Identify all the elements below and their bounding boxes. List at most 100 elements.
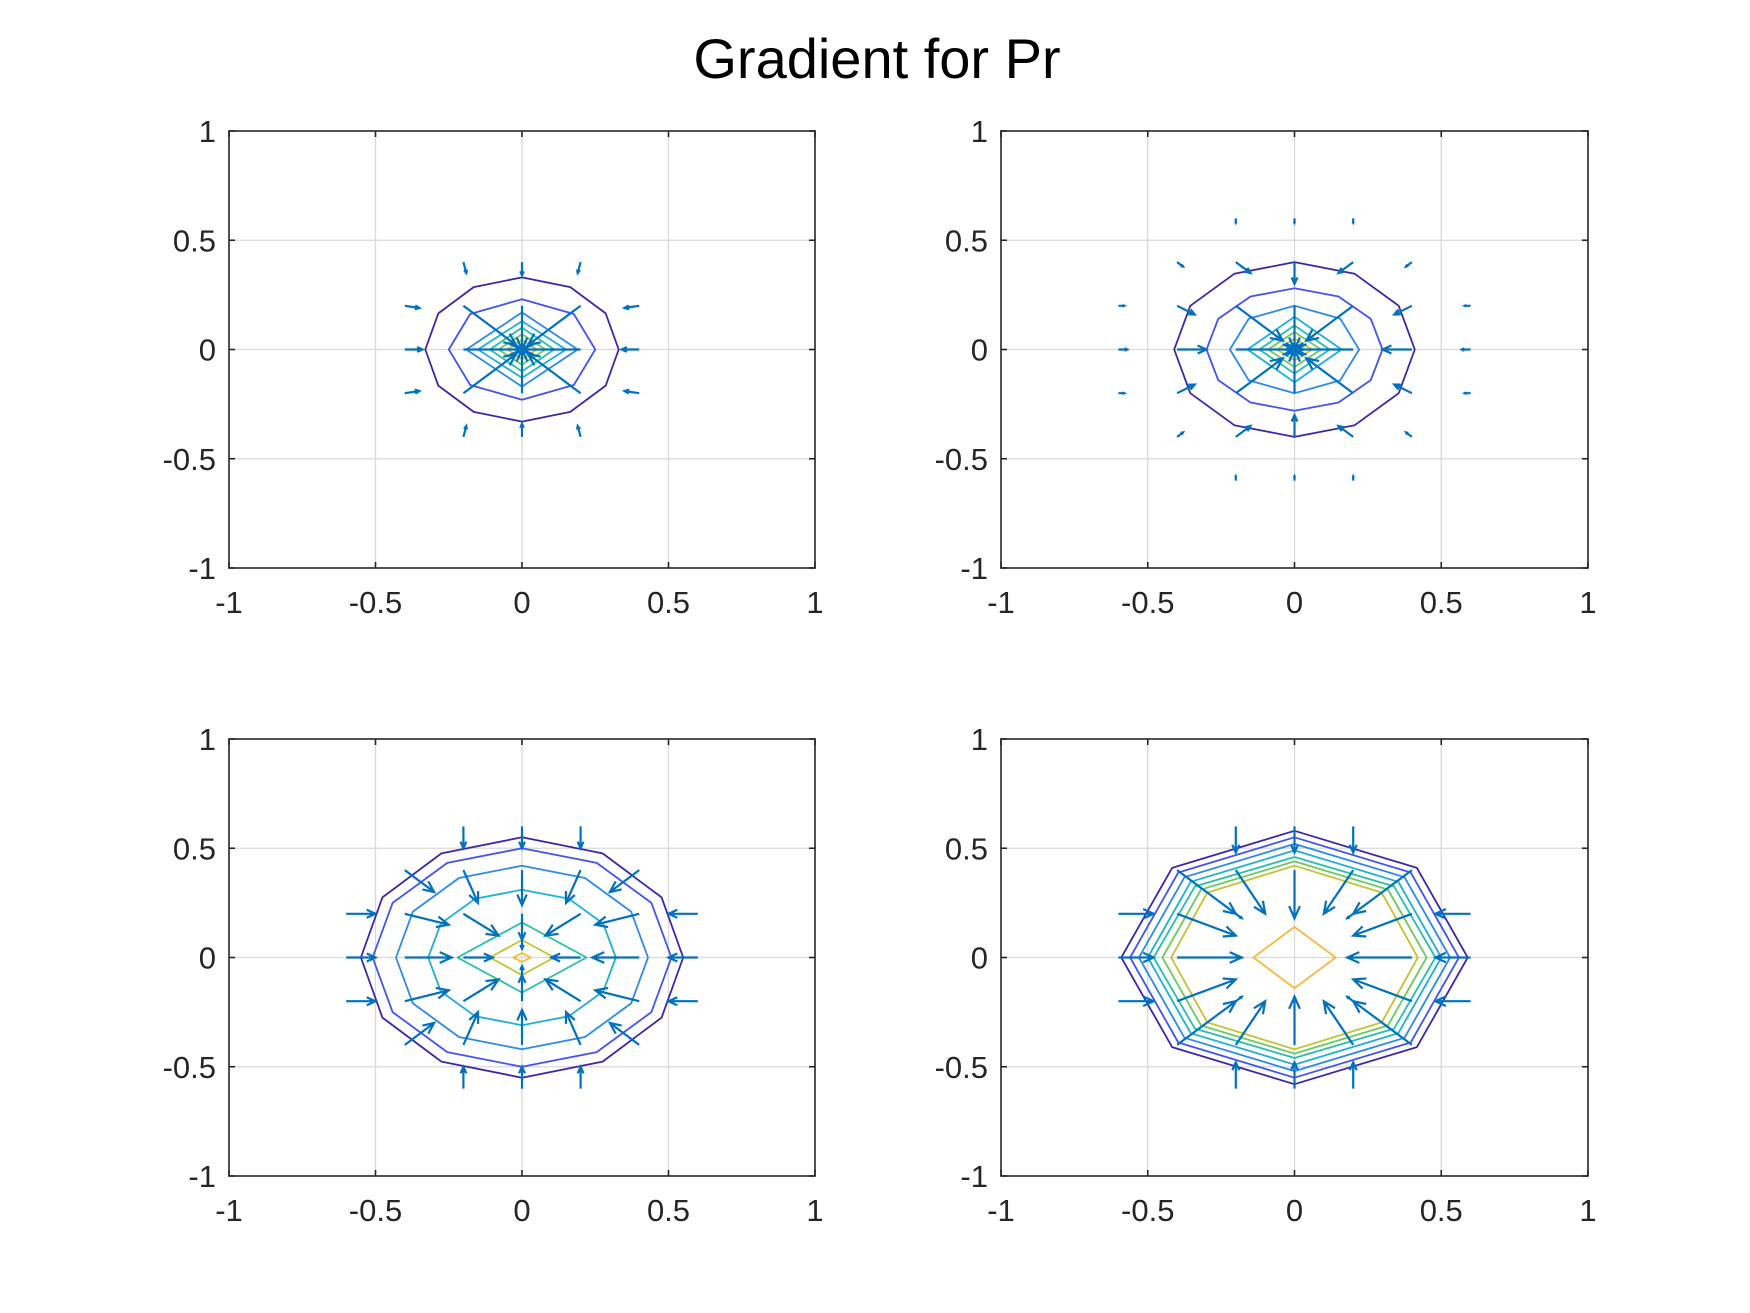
gradient-arrow (1459, 347, 1471, 352)
gradient-arrow (665, 952, 698, 963)
gradient-arrow (1176, 999, 1238, 1046)
gradient-arrow (516, 345, 529, 355)
x-tick-label: -1 (215, 585, 243, 620)
x-tick-label: -0.5 (349, 1193, 402, 1228)
x-tick-label: -0.5 (1121, 585, 1174, 620)
quiver-group (404, 261, 640, 438)
gradient-arrow (1391, 304, 1413, 316)
gradient-arrow (404, 388, 423, 395)
x-tick-label: -0.5 (1121, 1193, 1174, 1228)
gradient-arrow (1118, 303, 1128, 308)
contour-line (1161, 860, 1428, 1055)
gradient-arrow (1176, 304, 1198, 316)
gradient-arrow (462, 261, 468, 276)
gradient-arrow (518, 826, 526, 852)
x-tick-label: 0 (513, 1193, 530, 1228)
gradient-arrow (1379, 344, 1412, 355)
gradient-arrow (1351, 473, 1355, 481)
x-tick-label: 0 (513, 585, 530, 620)
gradient-arrow (1304, 304, 1354, 343)
gradient-arrow (1176, 383, 1198, 395)
gradient-arrow (576, 826, 585, 852)
gradient-arrow (589, 951, 640, 964)
x-tick-label: -1 (987, 585, 1015, 620)
gradient-arrow (621, 388, 640, 395)
gradient-arrow (1403, 430, 1413, 438)
y-tick-label: 0 (199, 941, 216, 976)
gradient-arrow (1234, 473, 1238, 481)
y-tick-label: 0 (971, 941, 988, 976)
gradient-arrow (519, 935, 525, 952)
gradient-arrow (1176, 912, 1239, 938)
contour-line (447, 298, 597, 401)
subplot-bottom-right: -1 -0.5 0 0.5 1 -1 -0.5 0 0.5 1 (935, 722, 1597, 1228)
gradient-arrow (1234, 869, 1267, 917)
gradient-arrow (1289, 826, 1300, 856)
y-tick-label: -0.5 (163, 442, 216, 477)
y-tick-label: 0.5 (173, 831, 216, 866)
gradient-arrow (1235, 955, 1245, 960)
gradient-arrow (564, 1009, 582, 1046)
y-tick-label: -1 (188, 1159, 216, 1194)
gradient-arrow (1290, 262, 1299, 287)
y-tick-label: 0.5 (945, 223, 988, 258)
gradient-arrow (1348, 826, 1358, 856)
quiver-group (1118, 826, 1471, 1089)
contour-line (1229, 304, 1360, 395)
contour-line (1252, 926, 1337, 989)
gradient-arrow (404, 346, 426, 353)
gradient-arrow (1234, 998, 1267, 1046)
gradient-arrow (1292, 473, 1297, 481)
gradient-arrow (462, 977, 501, 1003)
gradient-arrow (462, 423, 468, 438)
gradient-arrow (1235, 912, 1244, 920)
gradient-arrow (516, 870, 528, 908)
gradient-arrow (665, 908, 698, 919)
gradient-arrow (1403, 261, 1413, 269)
subplot-bottom-left: -1 -0.5 0 0.5 1 -1 -0.5 0 0.5 1 (163, 722, 824, 1228)
gradient-arrow (1348, 1059, 1358, 1089)
gradient-arrow (1235, 261, 1253, 275)
gradient-arrow (1292, 913, 1297, 921)
contour-line (395, 864, 649, 1051)
gradient-arrow (404, 951, 455, 964)
gradient-arrow (404, 912, 452, 929)
x-tick-label: 0 (1286, 1193, 1303, 1228)
gradient-arrow (1350, 912, 1413, 938)
y-tick-label: 0 (971, 333, 988, 368)
y-tick-label: 0.5 (173, 223, 216, 258)
gradient-arrow (665, 996, 698, 1007)
gradient-arrow (592, 912, 640, 929)
quiver-group (346, 826, 698, 1089)
gradient-arrow (1292, 218, 1297, 226)
gradient-arrow (543, 912, 582, 938)
gradient-arrow (1288, 994, 1301, 1045)
gradient-arrow (592, 986, 640, 1003)
contour-line (1170, 864, 1419, 1051)
x-tick-label: 0.5 (1420, 1193, 1463, 1228)
y-tick-label: 1 (199, 114, 216, 149)
gradient-arrow (543, 977, 582, 1003)
x-tick-label: 0.5 (1420, 585, 1463, 620)
gradient-arrow (1461, 391, 1471, 396)
gradient-arrow (1432, 995, 1471, 1008)
gradient-arrow (1432, 951, 1471, 964)
gradient-arrow (1304, 356, 1354, 395)
x-tick-label: 0 (1286, 585, 1303, 620)
gradient-arrow (1118, 347, 1130, 352)
gradient-arrow (618, 346, 640, 353)
x-tick-label: 1 (1579, 1193, 1596, 1228)
gradient-arrow (459, 826, 468, 852)
gradient-arrow (404, 304, 423, 311)
subplot-top-right: -1 -0.5 0 0.5 1 -1 -0.5 0 0.5 1 (935, 114, 1597, 620)
gradient-arrow (1176, 977, 1239, 1003)
y-tick-label: 0.5 (945, 831, 988, 866)
figure-title: Gradient for Pr (693, 27, 1060, 90)
gradient-arrow (1336, 424, 1354, 438)
y-tick-label: -1 (960, 551, 988, 586)
gradient-arrow (462, 869, 480, 906)
gradient-arrow (462, 1009, 480, 1046)
gradient-arrow (518, 1064, 526, 1089)
gradient-arrow (1118, 391, 1128, 396)
